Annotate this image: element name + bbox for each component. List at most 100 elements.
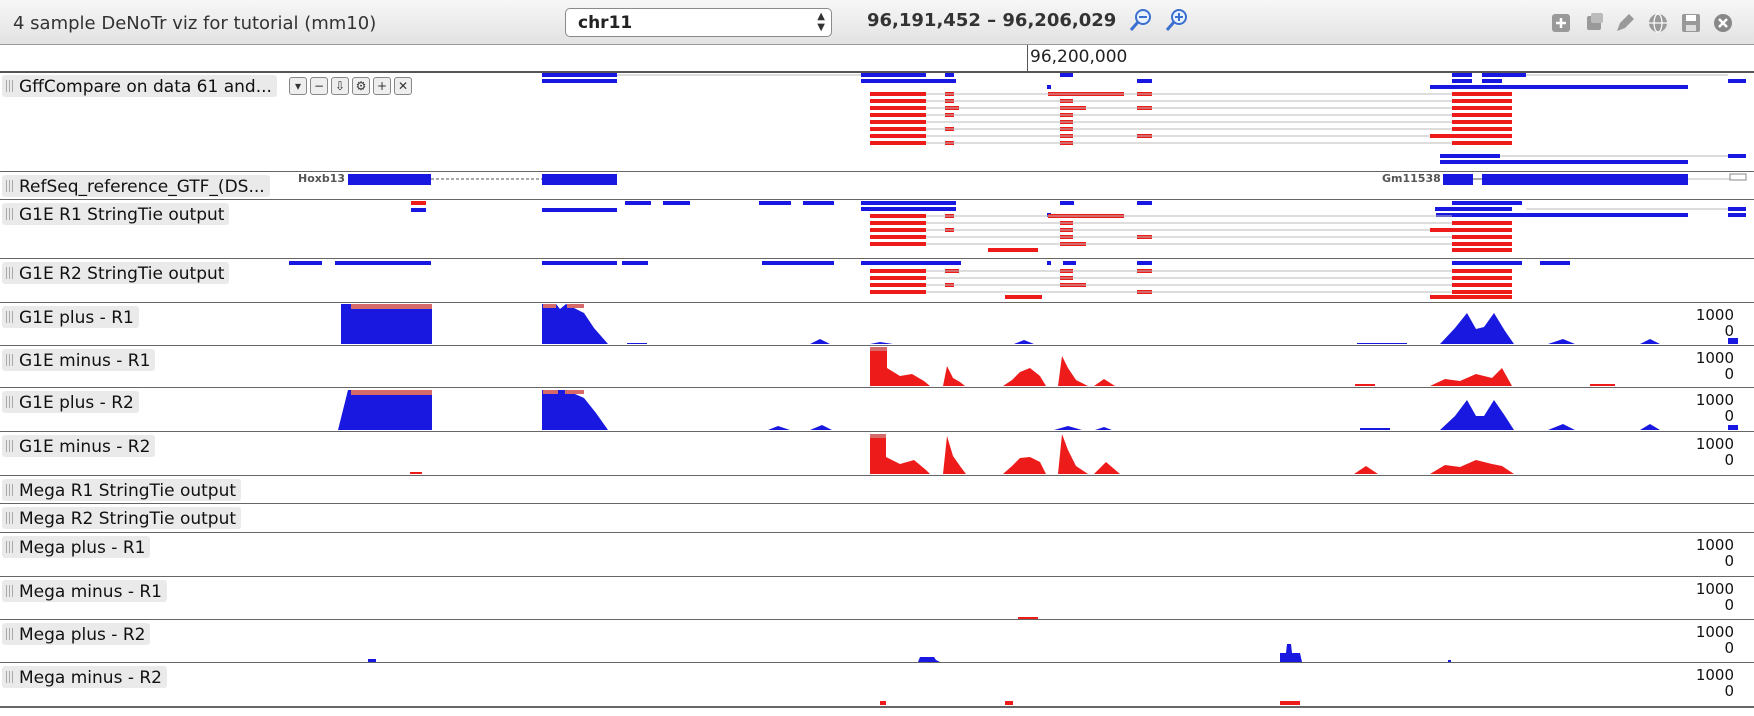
scale-min: 0 (1724, 639, 1734, 657)
track-label[interactable]: GffCompare on data 61 and... (2, 75, 277, 97)
track-label[interactable]: Mega minus - R1 (2, 580, 167, 602)
track-label[interactable]: Mega plus - R1 (2, 536, 151, 558)
position-ruler[interactable]: 96,200,000 (0, 45, 1754, 73)
scale-max: 1000 (1695, 536, 1734, 554)
track-g1e-plus-r2[interactable]: G1E plus - R2 1000 0 (0, 388, 1754, 432)
close-icon[interactable] (1712, 12, 1734, 34)
drag-handle-icon[interactable] (6, 541, 15, 553)
track-g1e-r2-stringtie-features (289, 261, 1570, 299)
drag-handle-icon[interactable] (6, 354, 15, 366)
track-refseq[interactable]: Hoxb13 Gm11538 RefSeq_reference_GTF_(DS.… (0, 172, 1754, 200)
track-label[interactable]: Mega plus - R2 (2, 623, 151, 645)
scale-min: 0 (1724, 596, 1734, 614)
y-scale: 1000 0 (1696, 667, 1734, 699)
track-label[interactable]: G1E plus - R1 (2, 306, 139, 328)
scale-min: 0 (1724, 322, 1734, 340)
track-g1e-minus-r2[interactable]: G1E minus - R2 1000 0 (0, 432, 1754, 476)
track-gffcompare[interactable]: GffCompare on data 61 and... ▾ − ⇩ ⚙ + ✕ (0, 72, 1754, 172)
coverage-plot (368, 644, 1451, 662)
scale-min: 0 (1724, 407, 1734, 425)
track-label[interactable]: Mega R2 StringTie output (2, 507, 242, 529)
drag-handle-icon[interactable] (6, 267, 15, 279)
track-g1e-r2-stringtie[interactable]: G1E R2 StringTie output (0, 259, 1754, 303)
track-mega-plus-r2[interactable]: Mega plus - R2 1000 0 (0, 620, 1754, 663)
download-icon[interactable]: ⇩ (331, 77, 349, 95)
track-label-text: G1E minus - R1 (19, 351, 151, 371)
track-label[interactable]: G1E R2 StringTie output (2, 262, 230, 284)
zoom-out-icon[interactable] (1128, 6, 1154, 34)
add-track-icon[interactable] (1550, 12, 1572, 34)
drag-handle-icon[interactable] (6, 396, 15, 408)
track-label[interactable]: G1E minus - R2 (2, 435, 156, 457)
track-mega-r1-stringtie[interactable]: Mega R1 StringTie output (0, 476, 1754, 504)
coverage-plot (880, 701, 1300, 705)
track-refseq-features (348, 173, 1747, 185)
track-label[interactable]: G1E plus - R2 (2, 391, 139, 413)
zoom-in-icon[interactable] (1164, 6, 1190, 34)
drag-handle-icon[interactable] (6, 671, 15, 683)
track-g1e-minus-r1[interactable]: G1E minus - R1 1000 0 (0, 346, 1754, 388)
track-label[interactable]: Mega minus - R2 (2, 666, 167, 688)
scale-max: 1000 (1695, 349, 1734, 367)
track-label[interactable]: G1E minus - R1 (2, 349, 156, 371)
track-mega-minus-r1[interactable]: Mega minus - R1 1000 0 (0, 577, 1754, 620)
track-label-text: G1E R2 StringTie output (19, 264, 225, 284)
scale-max: 1000 (1695, 580, 1734, 598)
edit-icon[interactable] (1614, 12, 1636, 34)
track-g1e-plus-r1[interactable]: G1E plus - R1 1000 0 (0, 303, 1754, 346)
settings-icon[interactable]: ⚙ (352, 77, 370, 95)
chromosome-select[interactable]: chr11 ▲ ▼ (565, 8, 832, 37)
session-title: 4 sample DeNoTr viz for tutorial (mm10) (13, 13, 377, 34)
track-label-text: Mega minus - R1 (19, 582, 162, 602)
drag-handle-icon[interactable] (6, 208, 15, 220)
chromosome-value: chr11 (578, 13, 633, 33)
track-g1e-r1-stringtie[interactable]: G1E R1 StringTie output (0, 200, 1754, 259)
track-label[interactable]: Mega R1 StringTie output (2, 479, 242, 501)
close-track-icon[interactable]: ✕ (394, 77, 412, 95)
coverage-plot (338, 390, 1738, 430)
track-gffcompare-features (542, 73, 1746, 164)
globe-icon[interactable] (1647, 12, 1669, 34)
scale-max: 1000 (1695, 306, 1734, 324)
y-scale: 1000 0 (1696, 537, 1734, 569)
drag-handle-icon[interactable] (6, 484, 15, 496)
minimize-icon[interactable]: − (310, 77, 328, 95)
drag-handle-icon[interactable] (6, 585, 15, 597)
track-label-text: G1E minus - R2 (19, 437, 151, 457)
coverage-plot (341, 304, 1738, 344)
track-label-text: GffCompare on data 61 and... (19, 77, 272, 97)
scale-min: 0 (1724, 682, 1734, 700)
y-scale: 1000 0 (1696, 350, 1734, 382)
track-label-text: Mega R1 StringTie output (19, 481, 237, 501)
y-scale: 1000 0 (1696, 436, 1734, 468)
drag-handle-icon[interactable] (6, 311, 15, 323)
location-readout[interactable]: 96,191,452 – 96,206,029 (867, 10, 1117, 31)
gene-name-gm11538[interactable]: Gm11538 (1382, 172, 1441, 185)
save-icon[interactable] (1680, 12, 1702, 34)
drag-handle-icon[interactable] (6, 180, 15, 192)
dropdown-icon[interactable]: ▾ (289, 77, 307, 95)
track-mega-plus-r1[interactable]: Mega plus - R1 1000 0 (0, 533, 1754, 577)
track-label[interactable]: RefSeq_reference_GTF_(DS... (2, 175, 270, 197)
share-icon[interactable] (1583, 12, 1605, 34)
drag-handle-icon[interactable] (6, 80, 15, 92)
scale-min: 0 (1724, 451, 1734, 469)
y-scale: 1000 0 (1696, 581, 1734, 613)
drag-handle-icon[interactable] (6, 628, 15, 640)
track-label[interactable]: G1E R1 StringTie output (2, 203, 230, 225)
browser-toolbar: 4 sample DeNoTr viz for tutorial (mm10) … (0, 0, 1754, 45)
track-mega-r2-stringtie[interactable]: Mega R2 StringTie output (0, 504, 1754, 533)
coverage-plot (410, 434, 1514, 474)
scale-min: 0 (1724, 552, 1734, 570)
ruler-tick (1027, 45, 1028, 71)
y-scale: 1000 0 (1696, 392, 1734, 424)
drag-handle-icon[interactable] (6, 512, 15, 524)
gene-name-hoxb13[interactable]: Hoxb13 (298, 172, 346, 185)
track-mega-minus-r2[interactable]: Mega minus - R2 1000 0 (0, 663, 1754, 708)
pin-icon[interactable]: + (373, 77, 391, 95)
track-label-text: Mega plus - R2 (19, 625, 146, 645)
y-scale: 1000 0 (1696, 624, 1734, 656)
select-arrows-icon: ▲ ▼ (817, 11, 825, 33)
scale-max: 1000 (1695, 435, 1734, 453)
drag-handle-icon[interactable] (6, 440, 15, 452)
